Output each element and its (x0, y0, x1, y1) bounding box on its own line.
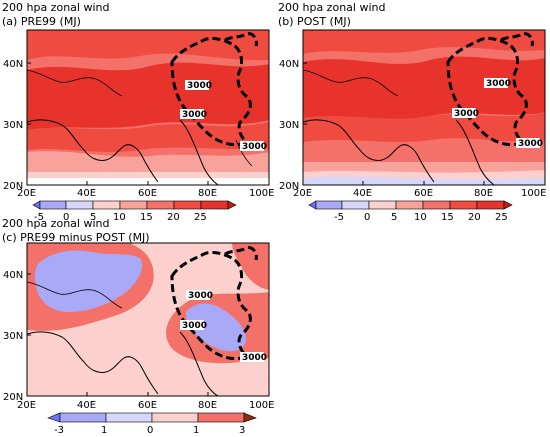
panel-b-lon-label-60e: 60E (414, 188, 433, 199)
panel-a-contour-label-bg-3 (240, 141, 264, 151)
panel-b-contour-label-2: 3000 (454, 109, 479, 119)
panel-a-lon-label-100e: 100E (249, 188, 274, 199)
panel-a-colorbar-label-7: 25 (194, 212, 207, 223)
panel-c-title-line1: 200 hpa zonal wind (2, 217, 110, 230)
panel-b-map: 3000 3000 3000 (303, 30, 545, 185)
panel-c-contour-label-bg-2 (180, 320, 204, 330)
panel-b-contour-label-bg-3 (516, 138, 540, 148)
panel-c-colorbar: -3 1 0 1 3 (47, 412, 257, 436)
panel-c-colorbar-label-2: 1 (101, 425, 107, 436)
panel-b-lon-label-40e: 40E (353, 188, 372, 199)
panel-a-contour-label-3: 3000 (242, 142, 267, 152)
panel-a-colorbar-label-2: 0 (63, 212, 69, 223)
panel-a-map: 3000 3000 3000 (27, 30, 269, 185)
panel-b-colorbar: -5 0 5 10 15 20 25 (308, 200, 513, 223)
panel-c-title-line2: (c) PRE99 minus POST (MJ) (2, 231, 150, 244)
panel-b-colorbar-label-6: 20 (468, 212, 481, 223)
panel-c-contour-label-2: 3000 (182, 321, 207, 331)
panel-a-axes: 40N 30N 20N 20E 40E 60E 80E 100E (3, 59, 274, 199)
panel-b-colorbar-label-1: -5 (334, 212, 344, 223)
panel-c-lon-label-100e: 100E (249, 400, 274, 411)
panel-a-contour-label-bg-1 (185, 80, 209, 90)
panel-b-colorbar-label-3: 5 (391, 212, 397, 223)
panel-c-axes: 40N 30N 20N 20E 40E 60E 80E 100E (3, 270, 274, 411)
panel-a-lon-label-40e: 40E (77, 188, 96, 199)
panel-a-colorbar-label-4: 10 (113, 212, 126, 223)
panel-c-colorbar-label-3: 0 (147, 425, 153, 436)
panel-b-lat-label-40n: 40N (279, 59, 299, 70)
panel-c-map: 3000 3000 3000 (27, 243, 269, 396)
panel-a-lat-label-20n: 20N (3, 181, 23, 192)
panel-a-lon-label-60e: 60E (138, 188, 157, 199)
panel-b-contour-label-bg-1 (484, 78, 508, 88)
panel-b-colorbar-label-4: 10 (414, 212, 427, 223)
panel-a-lat-label-40n: 40N (3, 59, 23, 70)
panel-b-colorbar-label-2: 0 (364, 212, 370, 223)
panel-a-title-line1: 200 hpa zonal wind (2, 1, 110, 14)
panel-b-contour-label-bg-2 (452, 108, 476, 118)
panel-c-contour-label-bg-1 (186, 290, 210, 300)
panel-c-colorbar-label-1: -3 (54, 425, 64, 436)
panel-b-lon-label-20e: 20E (293, 188, 312, 199)
panel-b-axes: 40N 30N 20N 20E 40E 60E 80E 100E (279, 59, 546, 199)
panel-c-colorbar-label-5: 3 (239, 425, 245, 436)
panel-a-contour-label-2: 3000 (182, 110, 207, 120)
panel-c-colorbar-label-4: 1 (193, 425, 199, 436)
panel-a-lon-label-20e: 20E (17, 188, 36, 199)
panel-b-title-line1: 200 hpa zonal wind (278, 1, 386, 14)
panel-c-contour-label-1: 3000 (188, 291, 213, 301)
panel-a-colorbar-label-3: 5 (90, 212, 96, 223)
panel-a-colorbar: -5 0 5 10 15 20 25 (32, 200, 237, 223)
panel-a-contour-label-1: 3000 (187, 81, 212, 91)
panel-c-lat-label-40n: 40N (3, 270, 23, 281)
panel-c-lon-label-20e: 20E (17, 400, 36, 411)
panel-c-lon-label-60e: 60E (138, 400, 157, 411)
panel-b-title-line2: (b) POST (MJ) (278, 15, 351, 28)
panel-c-lat-label-20n: 20N (3, 392, 23, 403)
panel-c-lon-label-80e: 80E (198, 400, 217, 411)
panel-a-title-line2: (a) PRE99 (MJ) (2, 15, 81, 28)
panel-a-colorbar-label-6: 20 (167, 212, 180, 223)
panel-b-colorbar-label-5: 15 (441, 212, 454, 223)
panel-b-lon-label-80e: 80E (474, 188, 493, 199)
panel-a-colorbar-label-5: 15 (140, 212, 153, 223)
panel-a-lon-label-80e: 80E (198, 188, 217, 199)
panel-a-contour-label-bg-2 (180, 109, 204, 119)
panel-b-colorbar-label-7: 25 (495, 212, 508, 223)
panel-b-contour-label-3: 3000 (518, 139, 543, 149)
panel-a-lat-label-30n: 30N (3, 120, 23, 131)
panel-c-contour-label-bg-3 (240, 352, 264, 362)
panel-c-contour-label-3: 3000 (242, 353, 267, 363)
panel-b-lon-label-100e: 100E (521, 188, 546, 199)
panel-c-lat-label-30n: 30N (3, 331, 23, 342)
panel-b-lat-label-30n: 30N (279, 120, 299, 131)
panel-a-colorbar-label-1: -5 (34, 212, 44, 223)
panel-b-contour-label-1: 3000 (486, 79, 511, 89)
panel-c-lon-label-40e: 40E (77, 400, 96, 411)
panel-b-lat-label-20n: 20N (279, 181, 299, 192)
